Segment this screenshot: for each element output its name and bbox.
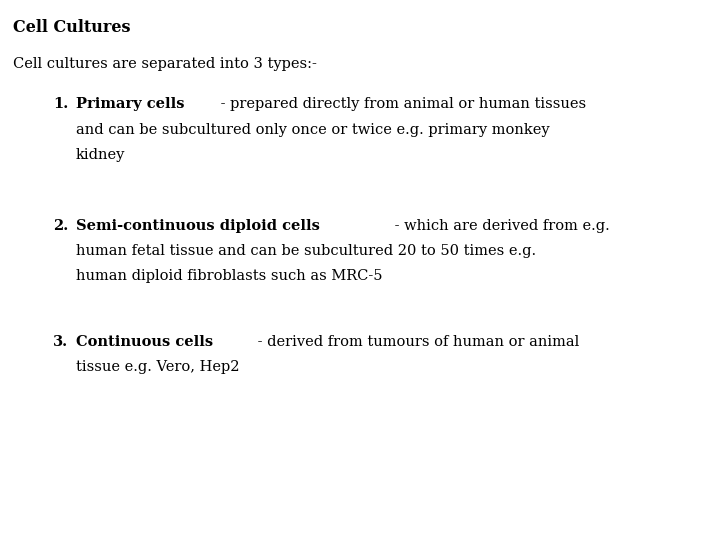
Text: kidney: kidney — [76, 148, 125, 162]
Text: human fetal tissue and can be subcultured 20 to 50 times e.g.: human fetal tissue and can be subculture… — [76, 244, 536, 258]
Text: Cell cultures are separated into 3 types:-: Cell cultures are separated into 3 types… — [13, 57, 317, 71]
Text: human diploid fibroblasts such as MRC-5: human diploid fibroblasts such as MRC-5 — [76, 269, 382, 284]
Text: tissue e.g. Vero, Hep2: tissue e.g. Vero, Hep2 — [76, 360, 239, 374]
Text: - which are derived from e.g.: - which are derived from e.g. — [390, 219, 610, 233]
Text: Semi-continuous diploid cells: Semi-continuous diploid cells — [76, 219, 320, 233]
Text: Primary cells: Primary cells — [76, 97, 184, 111]
Text: - derived from tumours of human or animal: - derived from tumours of human or anima… — [253, 335, 579, 349]
Text: 2.: 2. — [53, 219, 68, 233]
Text: and can be subcultured only once or twice e.g. primary monkey: and can be subcultured only once or twic… — [76, 123, 549, 137]
Text: 3.: 3. — [53, 335, 68, 349]
Text: Continuous cells: Continuous cells — [76, 335, 212, 349]
Text: - prepared directly from animal or human tissues: - prepared directly from animal or human… — [215, 97, 586, 111]
Text: 1.: 1. — [53, 97, 68, 111]
Text: Cell Cultures: Cell Cultures — [13, 19, 130, 36]
